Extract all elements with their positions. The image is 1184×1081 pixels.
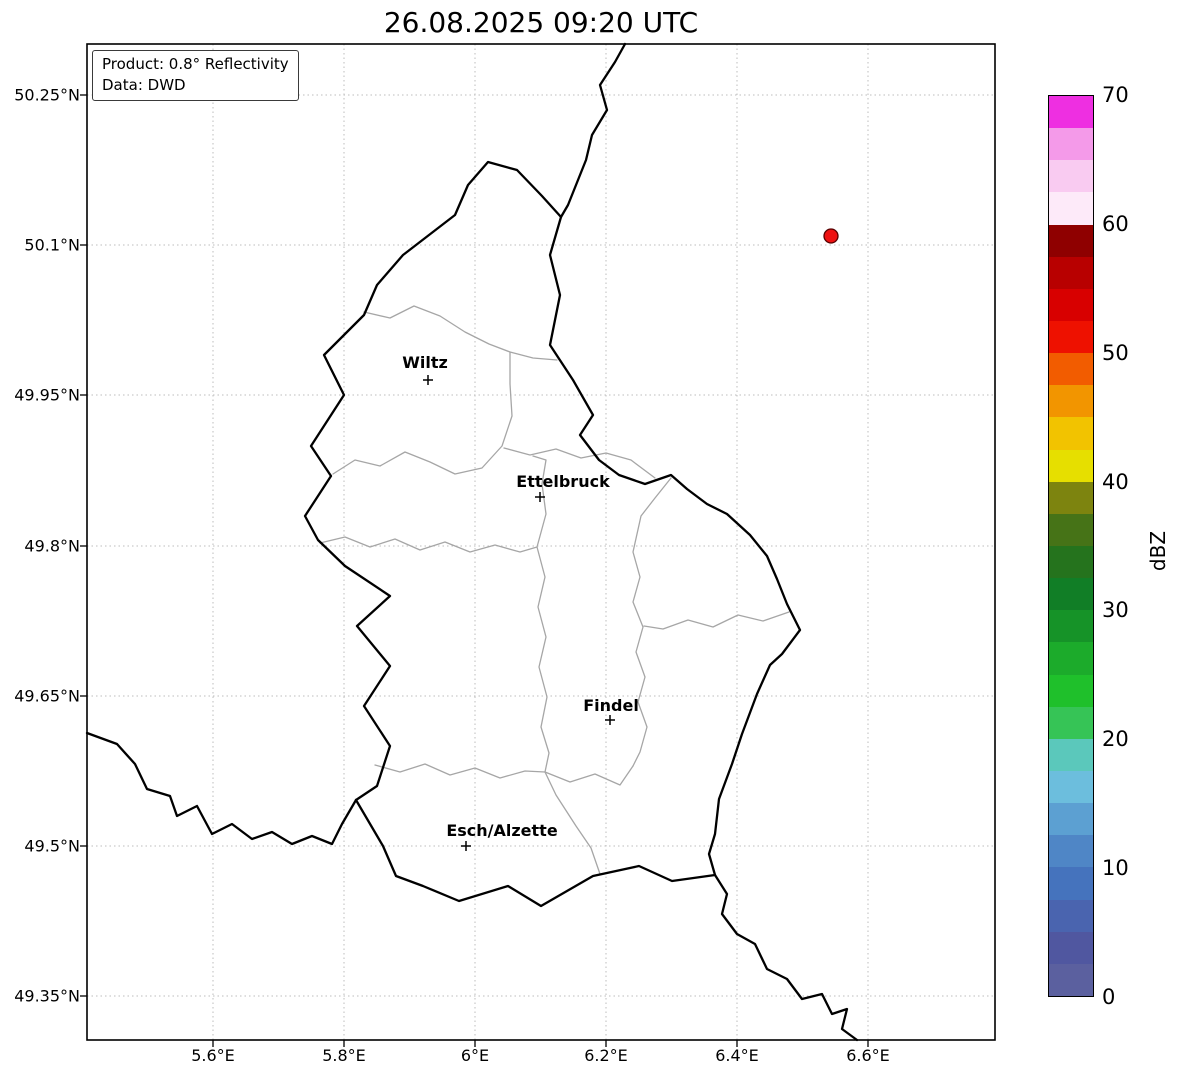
- colorbar-tick-label: 20: [1102, 727, 1129, 751]
- district-line: [503, 447, 656, 479]
- axis-tick-marks: [80, 94, 869, 1047]
- district-line: [544, 771, 601, 875]
- plot-title: 26.08.2025 09:20 UTC: [383, 6, 699, 39]
- city-marker-esch-alzette: [461, 841, 471, 851]
- france-belgium-border: [85, 731, 358, 846]
- city-label-findel: Findel: [583, 696, 639, 715]
- colorbar-gradient: [1048, 95, 1094, 997]
- district-line: [332, 351, 513, 475]
- belgium-germany-border: [559, 42, 627, 219]
- radar-site-dot: [823, 228, 839, 244]
- lat-tick-label: 49.8°N: [24, 536, 80, 556]
- colorbar-segment: [1049, 449, 1093, 482]
- colorbar-segment: [1049, 385, 1093, 418]
- colorbar-segment: [1049, 578, 1093, 611]
- colorbar-segment: [1049, 288, 1093, 322]
- lon-tick-label: 5.6°E: [191, 1046, 235, 1065]
- district-line: [374, 763, 634, 786]
- colorbar-unit-label: dBZ: [1146, 530, 1170, 572]
- lon-tick-label: 6°E: [460, 1046, 490, 1065]
- colorbar-segment: [1049, 835, 1093, 868]
- colorbar-segment: [1049, 674, 1093, 707]
- colorbar-segment: [1049, 192, 1093, 225]
- lat-tick-label: 50.1°N: [24, 235, 80, 255]
- plot-frame: [86, 43, 996, 1041]
- district-line: [632, 477, 672, 767]
- district-line: [536, 546, 550, 773]
- france-germany-border: [713, 873, 859, 1042]
- city-markers: [423, 375, 615, 851]
- colorbar-tick-label: 60: [1102, 212, 1129, 236]
- lat-tick-label: 49.35°N: [14, 986, 80, 1006]
- colorbar-segment: [1049, 706, 1093, 739]
- colorbar-segment: [1049, 867, 1093, 900]
- colorbar-segment: [1049, 417, 1093, 450]
- colorbar-segment: [1049, 771, 1093, 804]
- colorbar-segment: [1049, 96, 1093, 129]
- colorbar-tick-label: 10: [1102, 856, 1129, 880]
- colorbar-tick-label: 30: [1102, 598, 1129, 622]
- colorbar-segment: [1049, 256, 1093, 289]
- district-line: [319, 455, 547, 553]
- colorbar-segment: [1049, 513, 1093, 547]
- city-label-esch-alzette: Esch/Alzette: [446, 821, 558, 840]
- country-borders: [85, 42, 859, 1042]
- colorbar-segment: [1049, 738, 1093, 772]
- colorbar-segment: [1049, 128, 1093, 161]
- colorbar-tick-label: 0: [1102, 985, 1116, 1009]
- lon-tick-label: 6.2°E: [584, 1046, 628, 1065]
- colorbar-tick-label: 70: [1102, 83, 1129, 107]
- lon-tick-label: 5.8°E: [322, 1046, 366, 1065]
- colorbar-segment: [1049, 610, 1093, 643]
- city-marker-findel: [605, 715, 615, 725]
- colorbar-segment: [1049, 899, 1093, 932]
- colorbar-segment: [1049, 321, 1093, 354]
- city-labels: Wiltz Ettelbruck Findel Esch/Alzette: [402, 353, 639, 840]
- colorbar-segment: [1049, 160, 1093, 193]
- district-boundaries: [319, 305, 790, 875]
- lat-tick-label: 49.5°N: [24, 836, 80, 856]
- colorbar-segment: [1049, 481, 1093, 514]
- city-marker-ettelbruck: [535, 492, 545, 502]
- lon-tick-label: 6.4°E: [715, 1046, 759, 1065]
- colorbar-segment: [1049, 803, 1093, 836]
- colorbar-segment: [1049, 353, 1093, 386]
- colorbar-segment: [1049, 931, 1093, 964]
- city-label-wiltz: Wiltz: [402, 353, 448, 372]
- info-product: Product: 0.8° Reflectivity: [102, 55, 289, 73]
- colorbar-segment: [1049, 642, 1093, 675]
- info-box: Product: 0.8° Reflectivity Data: DWD: [92, 50, 299, 101]
- city-marker-wiltz: [423, 375, 433, 385]
- luxembourg-border: [303, 160, 802, 908]
- district-line: [363, 305, 558, 361]
- colorbar-segment: [1049, 546, 1093, 579]
- colorbar-segment: [1049, 963, 1093, 996]
- lon-tick-label: 6.6°E: [846, 1046, 890, 1065]
- lat-tick-label: 50.25°N: [14, 85, 80, 105]
- lat-tick-label: 49.95°N: [14, 385, 80, 405]
- colorbar-tick-label: 40: [1102, 470, 1129, 494]
- colorbar-segment: [1049, 224, 1093, 257]
- district-line: [643, 611, 790, 630]
- city-label-ettelbruck: Ettelbruck: [516, 472, 610, 491]
- gridlines: [87, 44, 995, 1040]
- info-data-source: Data: DWD: [102, 76, 186, 94]
- colorbar-tick-label: 50: [1102, 341, 1129, 365]
- lat-tick-label: 49.65°N: [14, 686, 80, 706]
